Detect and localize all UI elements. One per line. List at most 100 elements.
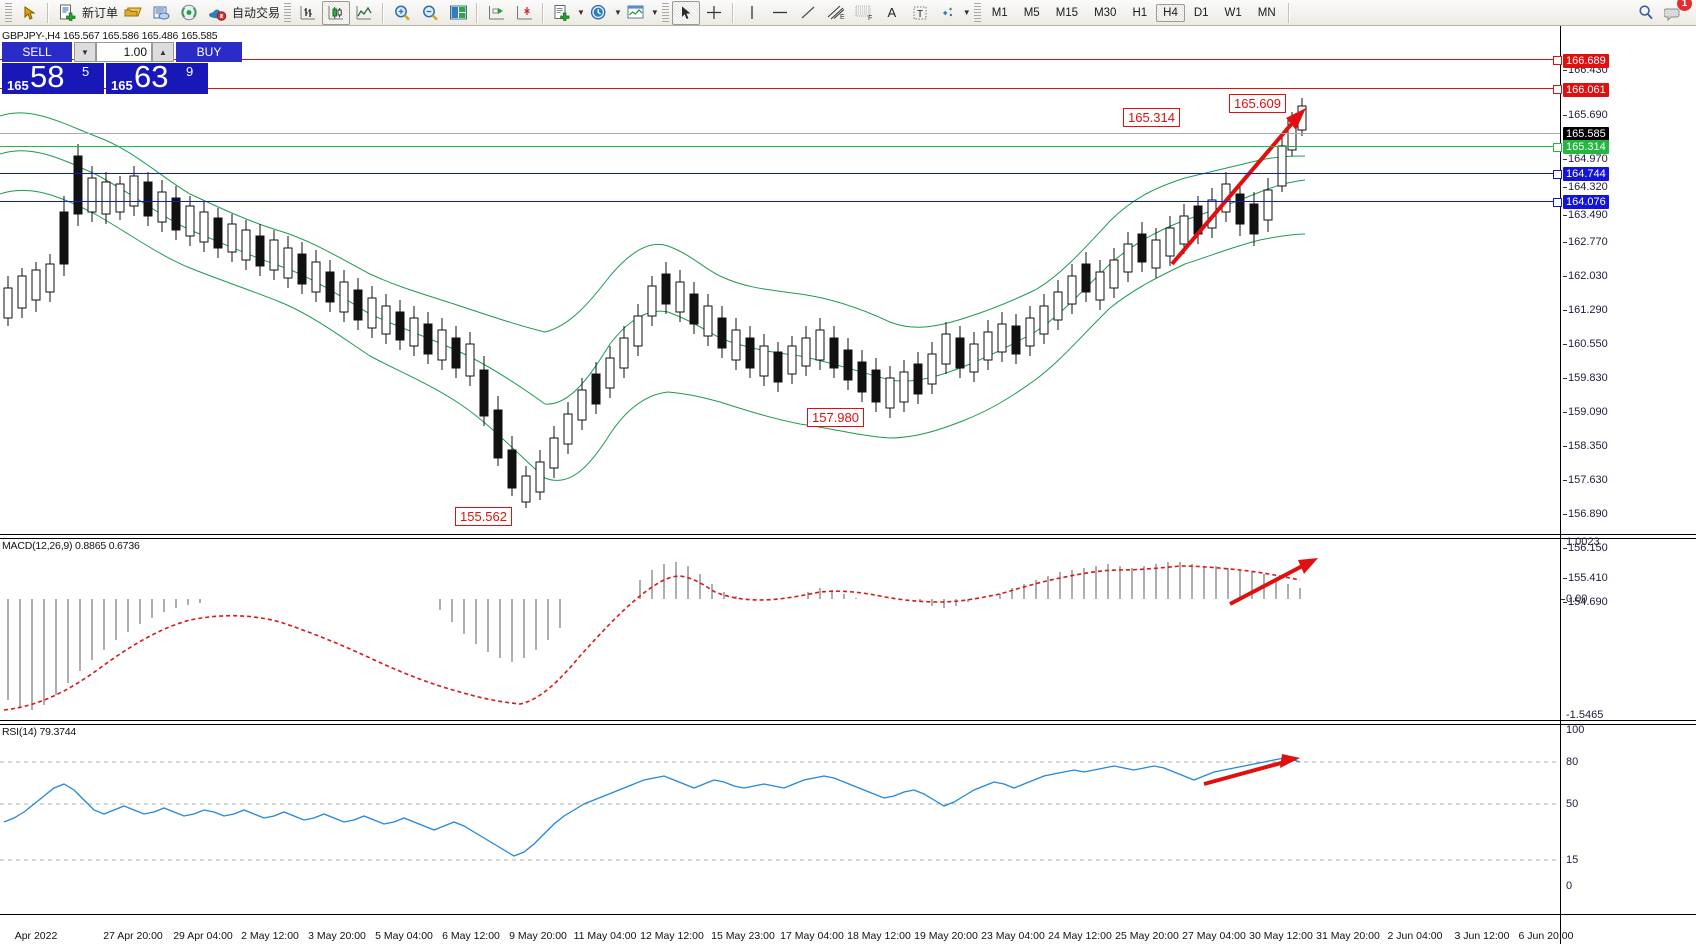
toolbar-grip-4[interactable]	[973, 2, 981, 23]
timeframe-h4[interactable]: H4	[1156, 3, 1185, 22]
bar-chart-icon[interactable]	[294, 1, 322, 25]
price-line-166061[interactable]	[0, 88, 1560, 89]
price-tick: 162.770	[1563, 236, 1608, 248]
price-line-handle[interactable]	[1553, 198, 1562, 207]
price-tick: 165.690	[1563, 109, 1608, 121]
terminal-icon[interactable]	[147, 1, 175, 25]
chart-window[interactable]: GBPJPY-,H4 165.567 165.586 165.486 165.5…	[0, 26, 1696, 944]
chart-shift-icon[interactable]	[510, 1, 538, 25]
price-pane[interactable]	[0, 26, 1560, 536]
price-annotation-tag[interactable]: 165.609	[1229, 94, 1286, 113]
trend-arrow-rsi[interactable]	[1203, 754, 1300, 786]
timeframe-d1[interactable]: D1	[1193, 6, 1209, 19]
auto-scroll-icon[interactable]	[482, 1, 510, 25]
macd-pane[interactable]	[0, 540, 1560, 716]
volume-input[interactable]: 1.00	[96, 42, 152, 62]
sell-button[interactable]: SELL	[2, 42, 72, 62]
rsi-label: RSI(14) 79.3744	[2, 726, 77, 738]
new-order-label[interactable]: 新订单	[82, 6, 119, 20]
price-line-handle[interactable]	[1553, 143, 1562, 152]
mailbox-icon[interactable]: 1	[1660, 0, 1692, 25]
folder-icon[interactable]	[119, 1, 147, 25]
indicators-icon[interactable]	[548, 1, 576, 25]
timeframe-mn[interactable]: MN	[1257, 6, 1276, 19]
price-marker-label[interactable]: 166.689	[1563, 54, 1609, 68]
equidistant-channel-icon[interactable]: E	[822, 1, 850, 25]
text-label-icon[interactable]: T	[906, 1, 934, 25]
objects-chevron-down-icon[interactable]: ▼	[962, 8, 971, 17]
price-tick: 154.690	[1563, 596, 1608, 608]
volume-decrement-button[interactable]: ▼	[74, 42, 96, 62]
price-line-165314[interactable]	[0, 146, 1560, 147]
sell-price-display[interactable]: 165 58 5	[2, 59, 104, 94]
price-line-166689[interactable]	[0, 59, 1560, 60]
timeframe-m5[interactable]: M5	[1023, 6, 1040, 19]
new-order-icon[interactable]	[53, 1, 81, 25]
fibonacci-icon[interactable]: F	[850, 1, 878, 25]
price-marker-label[interactable]: 165.314	[1563, 140, 1609, 154]
volume-increment-button[interactable]: ▲	[152, 42, 174, 62]
timeframe-h1[interactable]: H1	[1132, 6, 1148, 19]
zoom-out-icon[interactable]	[416, 1, 444, 25]
bollinger-upper-band	[0, 112, 1306, 333]
trend-arrow-macd[interactable]	[1229, 558, 1318, 606]
chart-title: GBPJPY-,H4 165.567 165.586 165.486 165.5…	[2, 30, 218, 42]
price-tick: 159.090	[1563, 406, 1608, 418]
time-tick-label: 15 May 23:00	[711, 930, 775, 942]
timeframe-m1[interactable]: M1	[991, 6, 1008, 19]
vertical-line-icon[interactable]	[738, 1, 766, 25]
autotrading-icon[interactable]	[203, 1, 231, 25]
time-tick-label: Apr 2022	[14, 930, 58, 942]
objects-icon[interactable]	[934, 1, 962, 25]
crosshair-icon[interactable]	[700, 1, 728, 25]
timeframe-m15[interactable]: M15	[1055, 6, 1079, 19]
price-marker-label[interactable]: 164.744	[1563, 167, 1609, 181]
time-axis-border	[0, 914, 1696, 915]
price-marker-label[interactable]: 164.076	[1563, 195, 1609, 209]
svg-text:F: F	[868, 15, 872, 21]
trendline-icon[interactable]	[794, 1, 822, 25]
trend-arrow-price[interactable]	[1170, 108, 1306, 266]
periods-icon[interactable]	[585, 1, 613, 25]
buy-price-display[interactable]: 165 63 9	[106, 59, 208, 94]
candlestick-chart-icon[interactable]	[322, 0, 351, 25]
sell-price-small: 5	[82, 64, 90, 79]
toolbar-separator-5	[731, 2, 734, 23]
price-line-164076[interactable]	[0, 201, 1560, 202]
price-annotation-tag[interactable]: 165.314	[1123, 108, 1180, 127]
price-marker-label[interactable]: 166.061	[1563, 83, 1609, 97]
cursor-icon[interactable]	[671, 0, 700, 25]
price-line-handle[interactable]	[1553, 85, 1562, 94]
macd-pane-top-border	[0, 534, 1696, 535]
text-icon[interactable]: A	[887, 5, 897, 20]
rsi-line	[3, 757, 1301, 857]
indicators-chevron-down-icon[interactable]: ▼	[577, 8, 585, 17]
timeframe-w1[interactable]: W1	[1224, 6, 1242, 19]
line-chart-icon[interactable]	[350, 1, 378, 25]
price-line-handle[interactable]	[1553, 56, 1562, 65]
zoom-in-icon[interactable]	[388, 1, 416, 25]
templates-icon[interactable]	[622, 1, 650, 25]
chart-window-icon[interactable]	[444, 1, 472, 25]
price-annotation-tag[interactable]: 157.980	[807, 408, 864, 427]
price-line-164744[interactable]	[0, 173, 1560, 174]
toolbar-grip[interactable]	[5, 2, 12, 23]
toolbar-grip-2[interactable]	[284, 2, 292, 23]
signals-icon[interactable]	[175, 1, 203, 25]
horizontal-line-icon[interactable]	[766, 1, 794, 25]
timeframe-m30[interactable]: M30	[1094, 6, 1117, 19]
rsi-pane[interactable]	[0, 726, 1560, 896]
autotrading-label[interactable]: 自动交易	[232, 6, 281, 20]
toolbar-grip-3[interactable]	[661, 2, 669, 23]
templates-chevron-down-icon[interactable]: ▼	[650, 8, 659, 17]
price-annotation-tag[interactable]: 155.562	[455, 507, 512, 526]
cursor-back-icon[interactable]	[15, 1, 43, 25]
price-line-handle[interactable]	[1553, 170, 1562, 179]
toolbar-separator-2	[382, 2, 385, 23]
time-tick-label: 6 Jun 20:00	[1518, 930, 1574, 942]
buy-button[interactable]: BUY	[176, 42, 242, 62]
one-click-trading-panel[interactable]: SELL ▼ 1.00 ▲ BUY 165 58 5 165 63 9	[2, 42, 242, 94]
periods-chevron-down-icon[interactable]: ▼	[613, 8, 622, 17]
search-icon[interactable]	[1632, 1, 1660, 25]
rsi-axis-tick: 50	[1566, 798, 1579, 810]
